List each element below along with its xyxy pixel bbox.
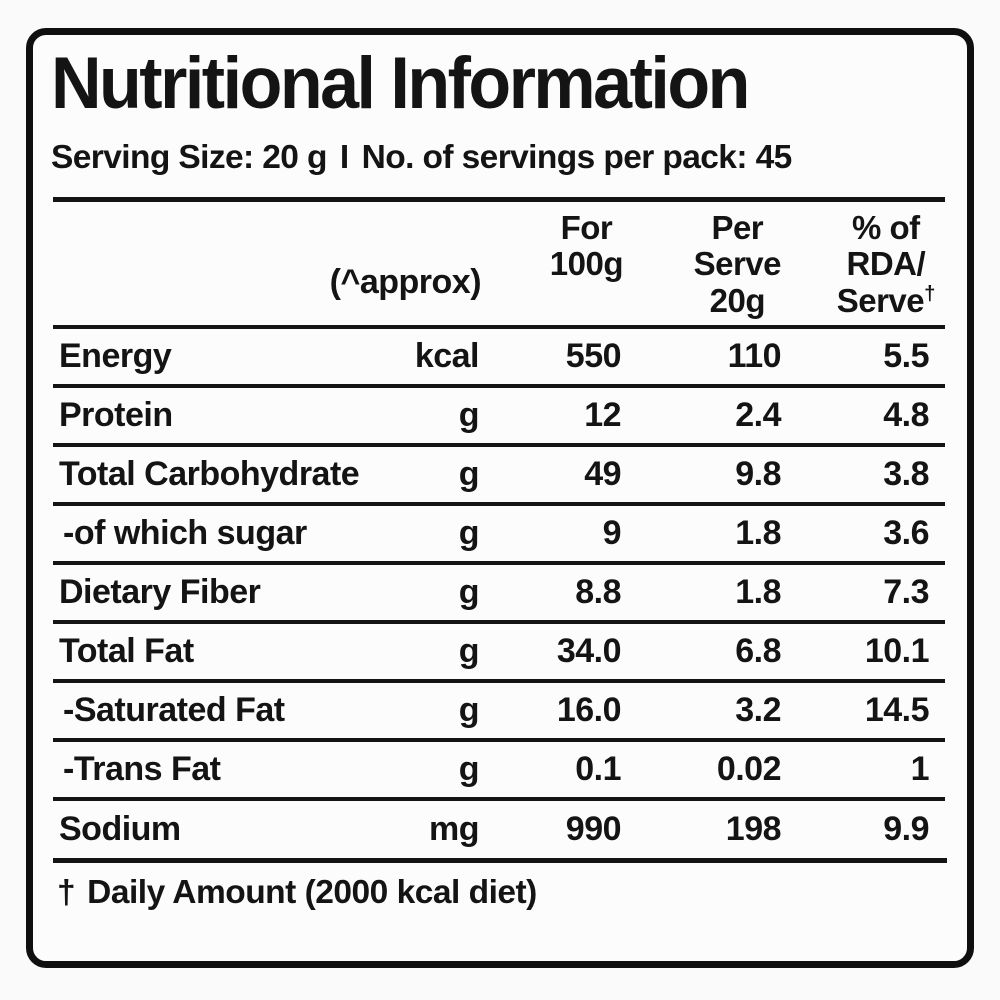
value-per-100g: 16.0 xyxy=(556,691,622,729)
header-100g: 100g xyxy=(549,245,624,283)
value-per-100g: 0.1 xyxy=(575,750,622,788)
header-serve: Serve xyxy=(693,245,782,283)
serving-size-text: Serving Size: 20 g xyxy=(51,138,328,176)
table-row: Total Carbohydrate g 49 9.8 3.8 xyxy=(53,445,945,504)
value-rda-percent: 4.8 xyxy=(883,396,929,434)
nutrition-table-body: Energy kcal 550 110 5.5 Protein g 12 2.4… xyxy=(53,327,945,858)
nutrient-unit: mg xyxy=(429,810,480,848)
page-title: Nutritional Information xyxy=(51,41,750,124)
nutrient-name: -Trans Fat xyxy=(63,750,221,788)
value-per-serve: 6.8 xyxy=(735,632,782,670)
nutrient-name: Total Carbohydrate xyxy=(59,455,360,493)
value-per-serve: 3.2 xyxy=(735,691,782,729)
value-rda-percent: 10.1 xyxy=(864,632,930,670)
value-rda-percent: 9.9 xyxy=(883,810,929,848)
table-row: Protein g 12 2.4 4.8 xyxy=(53,386,945,445)
nutrient-name: -Saturated Fat xyxy=(63,691,285,729)
value-per-100g: 34.0 xyxy=(556,632,622,670)
nutrient-unit: g xyxy=(458,691,480,729)
nutrient-name: Dietary Fiber xyxy=(59,573,261,611)
table-row: Total Fat g 34.0 6.8 10.1 xyxy=(53,622,945,681)
table-row: -Saturated Fat g 16.0 3.2 14.5 xyxy=(53,681,945,740)
value-per-100g: 550 xyxy=(565,337,622,375)
header-percent-of: % of xyxy=(852,208,920,246)
table-row: -of which sugar g 9 1.8 3.6 xyxy=(53,504,945,563)
nutrient-unit: kcal xyxy=(414,337,480,375)
value-rda-percent: 14.5 xyxy=(864,691,930,729)
nutrient-name: Sodium xyxy=(59,810,181,848)
nutrient-unit: g xyxy=(458,750,480,788)
value-per-100g: 49 xyxy=(584,455,622,493)
value-per-100g: 8.8 xyxy=(575,573,622,611)
header-rda: RDA/ xyxy=(846,245,926,283)
nutrient-name: -of which sugar xyxy=(63,514,307,552)
nutrient-unit: g xyxy=(458,573,480,611)
nutrient-unit: g xyxy=(458,514,480,552)
header-row: (^approx) For 100g Per Serve 20g xyxy=(53,199,945,327)
value-per-serve: 0.02 xyxy=(716,750,782,788)
nutrition-label: Nutritional Information Serving Size: 20… xyxy=(26,28,974,968)
value-per-serve: 1.8 xyxy=(735,573,782,611)
separator-bar: I xyxy=(339,138,349,176)
value-per-serve: 9.8 xyxy=(735,455,782,493)
value-rda-percent: 5.5 xyxy=(883,337,929,375)
header-serve-word: Serve xyxy=(836,282,925,320)
header-per: Per xyxy=(711,208,764,246)
col-header-approx: (^approx) xyxy=(329,262,482,301)
nutrition-table: (^approx) For 100g Per Serve 20g xyxy=(53,196,945,859)
value-rda-percent: 3.8 xyxy=(883,455,929,493)
header-20g: 20g xyxy=(709,282,766,320)
value-per-100g: 9 xyxy=(602,514,622,552)
dagger-symbol: † xyxy=(57,874,76,911)
table-row: Dietary Fiber g 8.8 1.8 7.3 xyxy=(53,563,945,622)
nutrient-unit: g xyxy=(458,632,480,670)
col-header-rda: % of RDA/ Serve† xyxy=(789,199,945,327)
col-header-per-serve: Per Serve 20g xyxy=(627,199,789,327)
nutrient-name: Total Fat xyxy=(59,632,194,670)
col-header-per-100g: For 100g xyxy=(481,199,627,327)
table-row: Energy kcal 550 110 5.5 xyxy=(53,327,945,386)
value-per-serve: 110 xyxy=(727,337,782,375)
value-per-serve: 198 xyxy=(725,810,782,848)
servings-per-pack-text: No. of servings per pack: 45 xyxy=(361,138,793,176)
nutrient-name: Energy xyxy=(59,337,172,375)
serving-info: Serving Size: 20 g I No. of servings per p… xyxy=(51,139,949,177)
value-rda-percent: 1 xyxy=(910,750,930,788)
table-row: -Trans Fat g 0.1 0.02 1 xyxy=(53,740,945,799)
nutrient-name: Protein xyxy=(59,396,173,434)
nutrient-unit: g xyxy=(458,396,480,434)
footnote-text: Daily Amount (2000 kcal diet) xyxy=(87,874,537,911)
value-per-serve: 1.8 xyxy=(735,514,782,552)
nutrient-unit: g xyxy=(458,455,480,493)
footnote: † Daily Amount (2000 kcal diet) xyxy=(53,858,947,926)
value-rda-percent: 3.6 xyxy=(883,514,929,552)
header-rda-serve: Serve† xyxy=(836,282,936,320)
value-rda-percent: 7.3 xyxy=(883,573,929,611)
dagger-superscript: † xyxy=(924,282,935,306)
table-row: Sodium mg 990 198 9.9 xyxy=(53,799,945,858)
header-for: For xyxy=(560,208,613,246)
table-header: (^approx) For 100g Per Serve 20g xyxy=(53,199,945,327)
value-per-serve: 2.4 xyxy=(735,396,782,434)
value-per-100g: 12 xyxy=(584,396,622,434)
value-per-100g: 990 xyxy=(565,810,622,848)
